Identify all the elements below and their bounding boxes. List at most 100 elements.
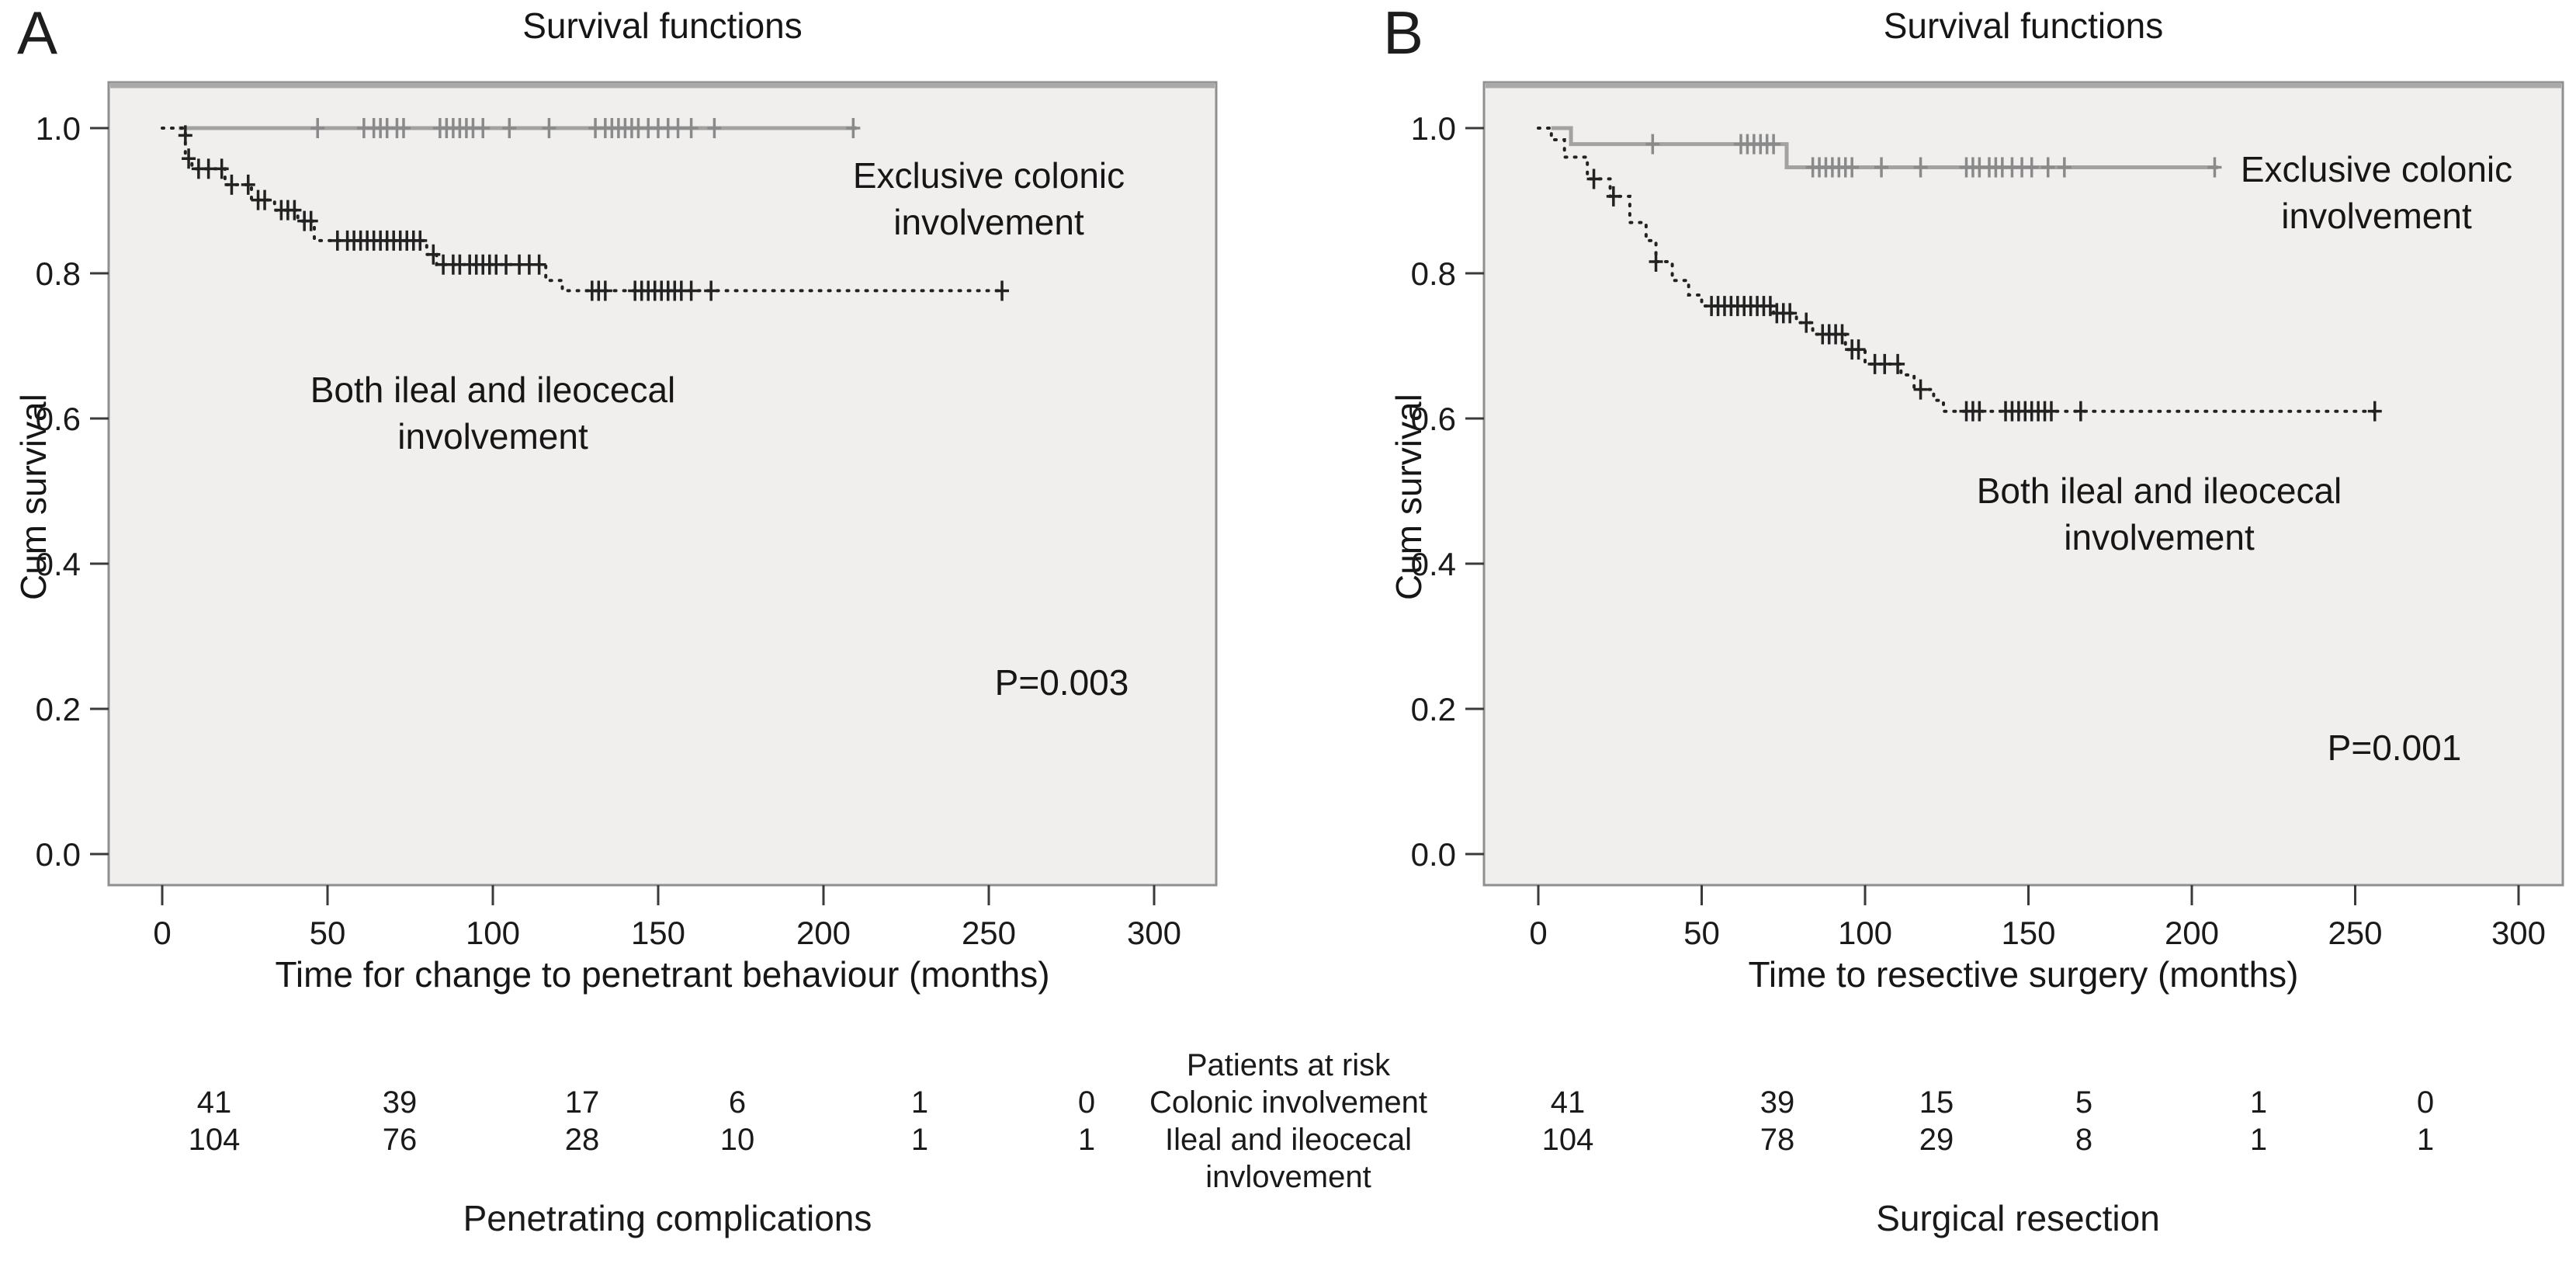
risk-count: 41 [196,1085,232,1120]
risk-count: 39 [382,1085,418,1120]
risk-count: 17 [564,1085,600,1120]
risk-row-ileal-label-line2: invlovement [1205,1160,1371,1194]
risk-count: 15 [1919,1085,1954,1120]
x-tick-label: 150 [631,915,685,951]
series-label-line: involvement [893,202,1084,242]
censor-mark [224,174,239,195]
risk-count: 41 [1550,1085,1586,1120]
risk-count: 78 [1760,1123,1795,1157]
risk-count: 1 [2249,1123,2268,1157]
panel-a-letter: A [17,0,58,67]
x-tick-label: 0 [153,915,171,951]
y-tick-label: 0.2 [36,691,81,727]
censor-mark [182,148,196,169]
censor-mark [1645,134,1660,155]
censor-mark [1972,401,1987,422]
censor-mark [201,158,216,179]
series-label-line: Exclusive colonic [852,155,1125,196]
risk-count: 76 [382,1123,418,1157]
censor-mark [1913,157,1928,178]
censor-mark [1851,339,1866,360]
censor-mark [1913,379,1928,400]
x-tick-label: 300 [1127,915,1181,951]
censor-mark [1891,353,1905,374]
x-tick-label: 200 [2165,915,2219,951]
panel-a-colonic-series-label: Exclusive colonic involvement [779,152,1198,245]
censor-mark [303,210,318,231]
panel-b-title: Survival functions [1883,5,2164,46]
plot-area-B [1482,81,2564,887]
censor-mark [1877,353,1892,374]
censor-mark [1766,134,1781,155]
panel-a-x-axis-label: Time for change to penetrant behaviour (… [275,954,1050,995]
panel-a-caption: Penetrating complications [463,1198,872,1238]
censor-mark [258,189,272,210]
censor-mark [1835,324,1850,345]
censor-mark [214,158,229,179]
risk-count: 1 [2249,1085,2268,1120]
risk-count: 5 [2075,1085,2093,1120]
censor-mark [704,280,719,301]
censor-mark [598,280,612,301]
series-label-line: involvement [2064,517,2255,557]
y-tick-label: 0.4 [36,546,81,582]
censor-mark [413,230,428,251]
panel-b-caption: Surgical resection [1876,1198,2160,1238]
censor-mark [1874,157,1889,178]
censor-mark [542,118,556,138]
risk-count: 1 [910,1085,929,1120]
censor-mark [532,254,546,275]
y-tick-label: 0.0 [1411,836,1456,873]
censor-mark [1845,157,1860,178]
x-tick-label: 100 [1838,915,1892,951]
x-tick-label: 300 [2491,915,2546,951]
risk-row-colonic-label: Colonic involvement [1149,1085,1427,1120]
panel-b-x-axis-label: Time to resective surgery (months) [1748,954,2299,995]
censor-mark [1649,252,1663,273]
risk-count: 8 [2075,1123,2093,1157]
censor-mark [396,118,411,138]
censor-mark [1606,186,1621,207]
risk-count: 1 [910,1123,929,1157]
x-tick-label: 50 [1683,915,1720,951]
y-tick-label: 1.0 [36,110,81,147]
y-tick-label: 0.8 [1411,255,1456,292]
risk-count: 1 [1077,1123,1096,1157]
panel-b-pvalue: P=0.001 [2327,727,2462,768]
censor-mark [499,254,514,275]
series-label-line: involvement [2281,196,2472,236]
censor-mark [287,200,302,221]
risk-row-ileal-label-line1: Ileal and ileocecal [1165,1123,1412,1157]
risk-count: 10 [719,1123,755,1157]
censor-mark [502,118,517,138]
y-tick-label: 0.2 [1411,691,1456,727]
censor-mark [684,280,699,301]
censor-mark [426,244,441,265]
risk-count: 104 [188,1123,241,1157]
y-tick-label: 1.0 [1411,110,1456,147]
panel-a-title: Survival functions [522,5,803,46]
x-tick-label: 0 [1529,915,1547,951]
risk-count: 104 [1541,1123,1594,1157]
censor-mark [995,280,1010,301]
censor-mark [1586,168,1601,189]
risk-count: 0 [1077,1085,1096,1120]
censor-mark [707,118,722,138]
censor-mark [1783,303,1798,324]
censor-mark [846,118,861,138]
y-tick-label: 0.4 [1411,546,1456,582]
censor-mark [476,118,491,138]
censor-mark [1799,312,1814,333]
censor-mark [2207,157,2222,178]
x-tick-label: 50 [310,915,346,951]
censor-mark [2040,157,2055,178]
censor-mark [684,118,699,138]
x-tick-label: 250 [2328,915,2382,951]
x-tick-label: 100 [466,915,520,951]
series-label-line: Both ileal and ileocecal [1976,471,2342,511]
censor-mark [2024,157,2039,178]
y-tick-label: 0.6 [36,401,81,437]
x-tick-label: 250 [962,915,1016,951]
